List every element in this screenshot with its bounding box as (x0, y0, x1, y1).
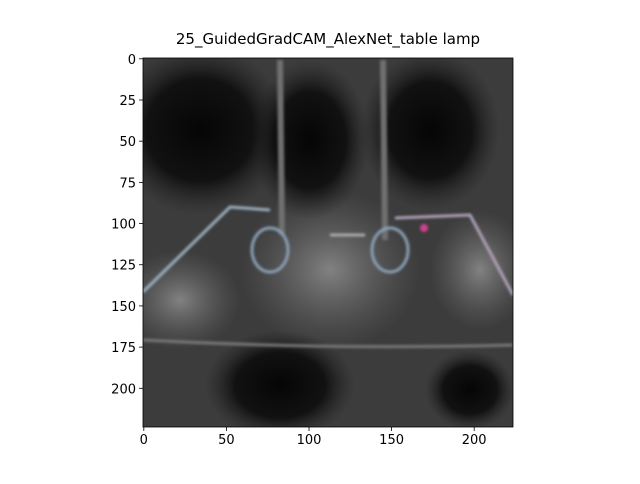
chart-title: 25_GuidedGradCAM_AlexNet_table lamp (176, 30, 480, 49)
y-tick-label: 200 (111, 382, 136, 397)
y-tick-label: 125 (111, 259, 136, 274)
x-tick-label: 200 (462, 433, 487, 448)
x-tick-label: 50 (218, 433, 235, 448)
axes-frame (142, 57, 514, 428)
x-tick-label: 100 (297, 433, 322, 448)
y-tick-label: 0 (128, 53, 136, 68)
y-tick-label: 100 (111, 218, 136, 233)
y-tick-label: 75 (119, 176, 136, 191)
x-tick-label: 0 (140, 433, 148, 448)
image (143, 58, 513, 427)
y-tick-label: 175 (111, 341, 136, 356)
x-tick-label: 150 (379, 433, 404, 448)
y-tick-label: 50 (119, 135, 136, 150)
y-tick-label: 150 (111, 300, 136, 315)
y-tick-label: 25 (119, 94, 136, 109)
